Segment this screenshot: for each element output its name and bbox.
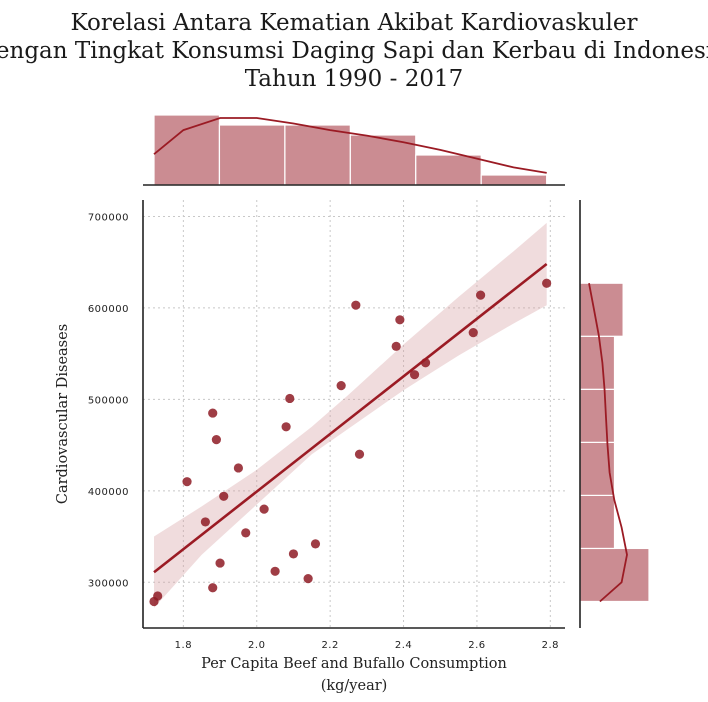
scatter-point-4: [200, 517, 210, 527]
y-tick-label: 500000: [88, 395, 129, 406]
scatter-point-27: [476, 290, 486, 300]
scatter-point-3: [182, 477, 192, 487]
top-marginal-histogram: [143, 114, 565, 186]
top-hist-bar-3: [284, 124, 351, 186]
scatter-plot-area: 1.8 2.0 2.2 2.4 2.6 2.8 300000 400000 500000 600…: [88, 200, 565, 651]
scatter-point-20: [351, 300, 361, 310]
regression-line-group: [153, 262, 548, 574]
scatter-point-13: [270, 566, 280, 576]
scatter-point-28: [542, 278, 552, 288]
top-hist-bar-5: [415, 154, 482, 186]
x-tick-label: 2.4: [395, 640, 412, 651]
top-hist-bar-2: [218, 124, 286, 186]
scatter-points: [149, 278, 552, 607]
scatter-point-23: [395, 315, 405, 325]
right-hist-bar-4: [579, 388, 616, 443]
scatter-point-11: [241, 528, 251, 538]
scatter-point-7: [211, 435, 221, 445]
scatter-point-24: [409, 370, 420, 380]
axes-spines: [142, 200, 565, 629]
scatter-point-26: [468, 328, 478, 338]
confidence-band-area: [154, 222, 547, 608]
scatter-point-17: [303, 574, 313, 584]
y-axis-label: Cardiovascular Diseases: [55, 324, 71, 504]
y-axis-ticks: 300000 400000 500000 600000 700000: [88, 212, 129, 589]
scatter-point-14: [281, 422, 291, 432]
top-kde-curve: [153, 117, 547, 174]
scatter-point-10: [233, 463, 244, 473]
x-axis-label-line-1: Per Capita Beef and Bufallo Consumption: [201, 656, 507, 672]
scatter-point-19: [336, 381, 346, 391]
y-tick-label: 300000: [88, 578, 129, 589]
confidence-band: [154, 222, 547, 608]
x-tick-label: 1.8: [175, 640, 192, 651]
scatter-point-16: [288, 549, 299, 559]
scatter-point-21: [354, 449, 365, 459]
x-tick-label: 2.2: [321, 640, 338, 651]
y-tick-label: 600000: [88, 304, 129, 315]
scatter-point-5: [208, 583, 218, 593]
right-hist-bar-1: [579, 547, 650, 603]
x-axis-ticks: 1.8 2.0 2.2 2.4 2.6 2.8: [175, 640, 559, 651]
scatter-point-8: [215, 558, 225, 568]
right-kde-curve: [588, 283, 628, 603]
chart-title-line-2: dengan Tingkat Konsumsi Daging Sapi dan …: [0, 38, 708, 64]
chart-title-line-1: Korelasi Antara Kematian Akibat Kardiova…: [70, 10, 637, 36]
scatter-point-2: [153, 591, 163, 601]
scatter-point-18: [310, 539, 321, 549]
chart-title-line-3: Tahun 1990 - 2017: [245, 66, 463, 92]
scatter-point-12: [259, 504, 269, 514]
right-marginal-histogram: [579, 200, 650, 628]
y-tick-label: 700000: [88, 212, 129, 223]
chart-title: Korelasi Antara Kematian Akibat Kardiova…: [0, 10, 708, 92]
y-tick-label: 400000: [88, 487, 129, 498]
top-hist-bar-1: [153, 114, 221, 186]
scatter-point-22: [391, 341, 401, 351]
x-axis-label-line-2: (kg/year): [321, 678, 388, 694]
regression-line: [153, 262, 548, 574]
x-tick-label: 2.8: [542, 640, 559, 651]
scatter-point-6: [208, 408, 218, 418]
right-hist-bar-5: [579, 335, 616, 390]
right-hist-bar-6: [579, 282, 624, 337]
top-hist-bar-6: [480, 174, 548, 186]
x-tick-label: 2.0: [248, 640, 265, 651]
x-tick-label: 2.6: [468, 640, 485, 651]
scatter-point-9: [219, 491, 229, 501]
scatter-point-15: [285, 393, 295, 404]
right-hist-bar-2: [579, 494, 616, 550]
